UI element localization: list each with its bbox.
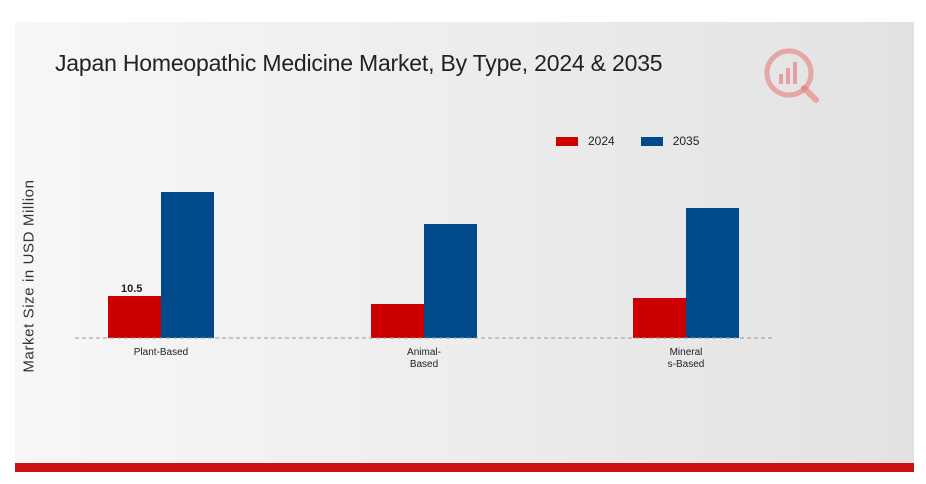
legend-item-2035: 2035 [640,134,700,148]
x-tick-label: Plant-Based [134,347,188,358]
bar-2035-2 [686,208,739,338]
legend-swatch-2024 [556,136,578,146]
x-tick-label: Animal-Based [407,347,441,370]
bar-2035-0 [161,192,214,338]
bar-2035-1 [424,224,477,338]
legend: 2024 2035 [556,134,725,148]
data-label: 10.5 [121,283,142,295]
legend-label-2024: 2024 [588,134,615,148]
legend-swatch-2035 [640,136,663,146]
bar-2024-2 [633,298,686,338]
brand-logo-icon [764,48,819,103]
bar-2024-0 [108,296,161,338]
x-tick-label: Mineral s-Based [668,347,705,370]
legend-item-2024: 2024 [556,134,615,148]
legend-label-2035: 2035 [672,134,700,148]
bottom-accent-bar [15,463,914,472]
bar-2024-1 [371,304,424,338]
chart-title: Japan Homeopathic Medicine Market, By Ty… [55,50,663,76]
